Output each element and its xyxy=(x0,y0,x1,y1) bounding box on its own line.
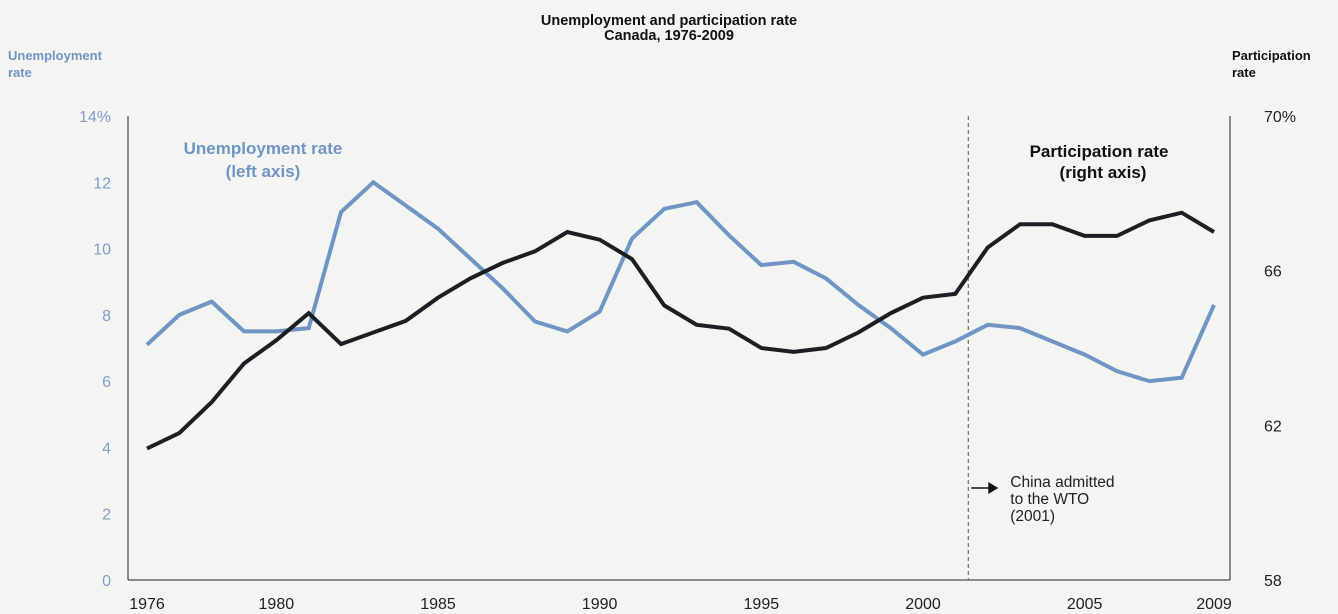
x-axis-tick-label: 2000 xyxy=(905,596,941,613)
right-axis-title: Participation rate xyxy=(1232,47,1311,81)
right-axis-title-line2: rate xyxy=(1232,65,1256,80)
x-axis-tick-label: 1980 xyxy=(259,596,295,613)
unemployment-rate-line xyxy=(145,179,1216,384)
x-axis-tick-label: 1990 xyxy=(582,596,618,613)
left-axis-tick-label: 10 xyxy=(93,242,111,259)
left-axis-tick-label: 2 xyxy=(102,507,111,524)
left-axis-title-line2: rate xyxy=(8,65,32,80)
annotation-arrow-head xyxy=(988,482,999,494)
chart-subtitle: Canada, 1976-2009 xyxy=(604,28,734,44)
left-axis-tick-label: 0 xyxy=(102,573,111,590)
annotation-text-line1: China admitted xyxy=(1010,474,1114,491)
unemployment-series-label-line1: Unemployment rate xyxy=(184,139,343,158)
x-axis-tick-label: 2009 xyxy=(1196,596,1232,613)
participation-rate-line xyxy=(146,210,1216,451)
left-axis-title-line1: Unemployment xyxy=(8,48,102,63)
participation-series-label-line1: Participation rate xyxy=(1030,142,1169,161)
right-axis-tick-label: 66 xyxy=(1264,264,1282,281)
right-axis-title-line1: Participation xyxy=(1232,48,1311,63)
left-axis-title: Unemployment rate xyxy=(8,47,102,81)
left-axis-tick-label: 14% xyxy=(79,109,111,126)
left-axis-tick-label: 4 xyxy=(102,440,111,457)
x-axis-tick-label: 1995 xyxy=(744,596,780,613)
right-axis-tick-label: 58 xyxy=(1264,573,1282,590)
x-axis-tick-label: 1976 xyxy=(129,596,165,613)
unemployment-series-label-line2: (left axis) xyxy=(226,162,301,181)
participation-series-label-line2: (right axis) xyxy=(1060,163,1147,182)
annotation-text-line3: (2001) xyxy=(1010,508,1055,525)
right-axis-tick-label: 62 xyxy=(1264,418,1282,435)
left-axis-tick-label: 8 xyxy=(102,308,111,325)
annotation-text-line2: to the WTO xyxy=(1010,491,1089,508)
left-axis-tick-label: 12 xyxy=(93,175,111,192)
right-axis-tick-label: 70% xyxy=(1264,109,1296,126)
x-axis-tick-label: 1985 xyxy=(420,596,456,613)
chart-title: Unemployment and participation rate xyxy=(540,13,798,29)
left-axis-tick-label: 6 xyxy=(102,374,111,391)
x-axis-tick-label: 2005 xyxy=(1067,596,1103,613)
